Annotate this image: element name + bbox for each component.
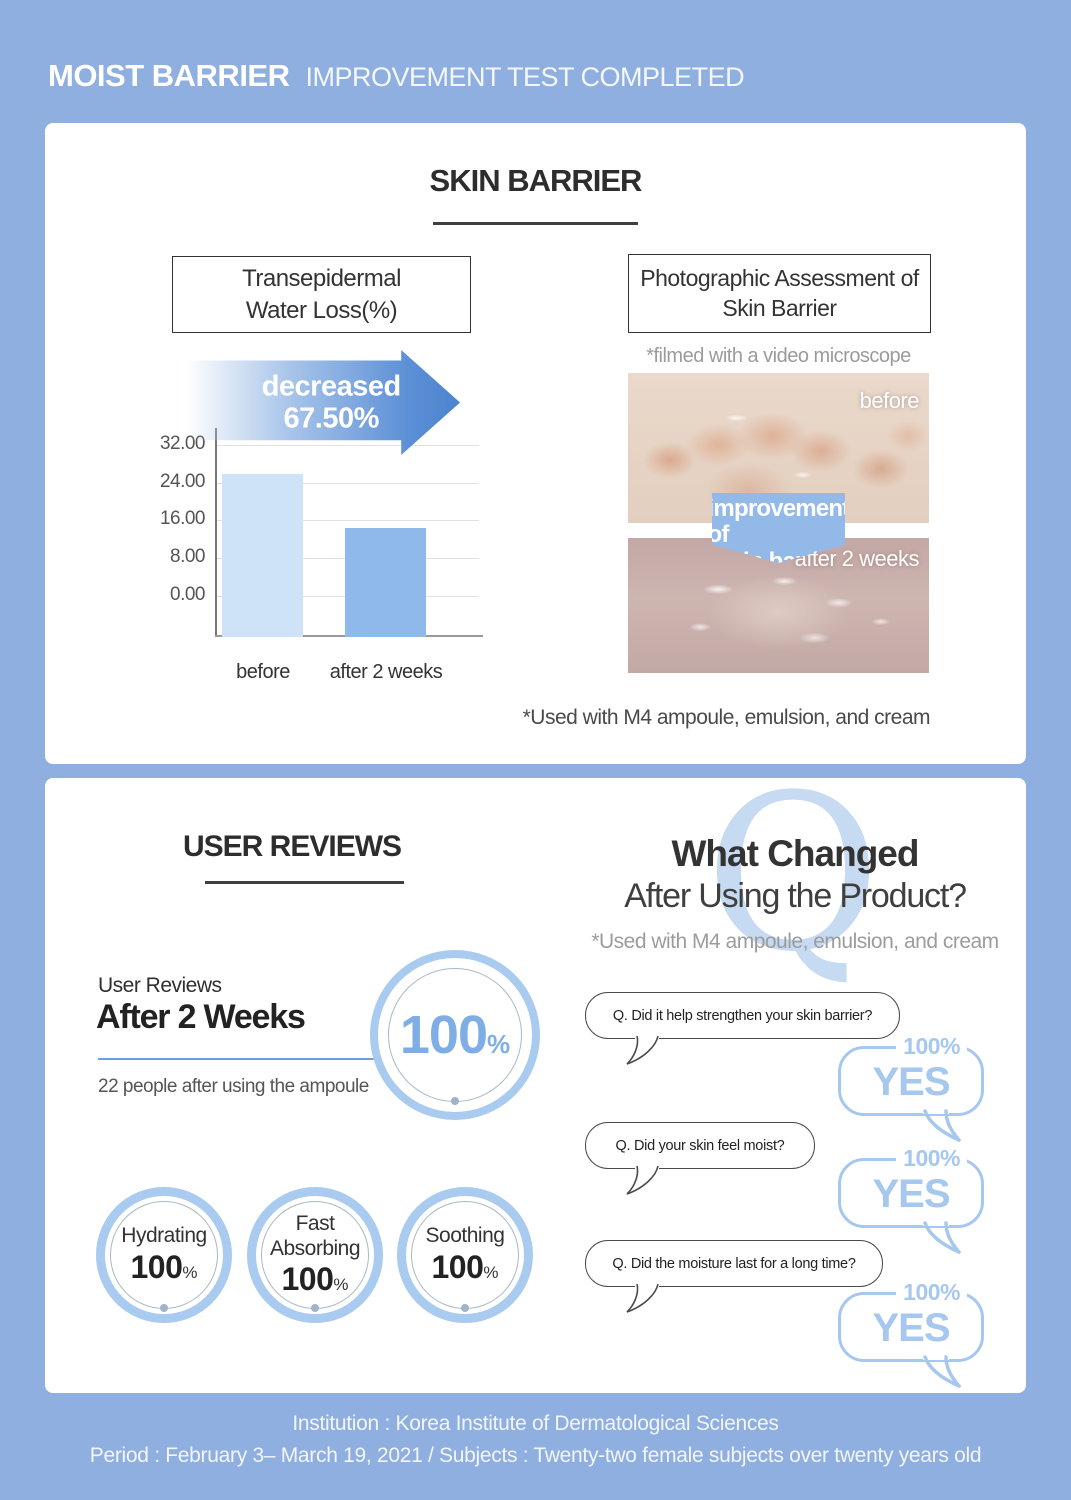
chart-category-label: before	[236, 661, 290, 683]
answer-text: YES	[872, 1171, 950, 1216]
question-text: Q. Did your skin feel moist?	[615, 1137, 785, 1154]
badge-line1: improvement of	[707, 495, 850, 549]
chart-ytick-label: 8.00	[170, 546, 205, 568]
user-reviews-headline: After 2 Weeks	[96, 998, 306, 1036]
chart-bar	[222, 474, 303, 637]
improvement-badge: improvement of skin barrier	[712, 493, 845, 563]
metric-ring-fast-absorbing: Fast Absorbing 100 %	[247, 1187, 383, 1323]
metric-label: Soothing	[425, 1224, 505, 1248]
what-changed-subtitle: After Using the Product?	[624, 877, 967, 915]
tewl-title-box: Transepidermal Water Loss(%)	[172, 256, 471, 333]
user-reviews-note: 22 people after using the ampoule	[98, 1076, 369, 1097]
decrease-arrow-text: decreased 67.50%	[247, 370, 415, 435]
question-bubble-3: Q. Did the moisture last for a long time…	[585, 1240, 883, 1313]
question-bubble-1: Q. Did it help strengthen your skin barr…	[585, 992, 900, 1065]
card1-footnote: *Used with M4 ampoule, emulsion, and cre…	[522, 706, 931, 729]
metric-ring-inner: Soothing 100 %	[411, 1201, 519, 1312]
metric-unit: %	[333, 1274, 349, 1294]
bubble-tail-icon	[626, 1165, 659, 1195]
photo-title-line2: Skin Barrier	[722, 294, 837, 321]
user-reviews-subtitle: User Reviews	[98, 974, 222, 997]
page-header: MOIST BARRIER IMPROVEMENT TEST COMPLETED	[48, 58, 745, 94]
overall-score-ring-inner: 100 %	[388, 968, 522, 1105]
chart-y-axis	[215, 428, 217, 637]
chart-ytick-label: 16.00	[159, 508, 206, 530]
metric-ring-inner: Hydrating 100 %	[110, 1201, 218, 1312]
chart-gridline	[217, 445, 479, 446]
decrease-arrow-icon: decreased 67.50%	[180, 350, 460, 455]
decrease-arrow-line2: 67.50%	[283, 402, 380, 435]
question-text: Q. Did the moisture last for a long time…	[612, 1255, 856, 1272]
chart-ytick-label: 0.00	[170, 583, 205, 605]
chart-bar	[345, 528, 426, 637]
bubble-tail-icon	[626, 1283, 659, 1313]
answer-text: YES	[872, 1305, 950, 1350]
ring-dot-icon	[311, 1304, 319, 1312]
metric-label: Hydrating	[121, 1224, 207, 1248]
bubble-tail-icon	[626, 1035, 659, 1065]
photo-title-box: Photographic Assessment of Skin Barrier	[628, 254, 931, 333]
ring-dot-icon	[451, 1097, 459, 1105]
metric-label: Fast Absorbing	[269, 1212, 361, 1260]
decrease-arrow-line1: decreased	[261, 370, 402, 403]
page-subtitle: IMPROVEMENT TEST COMPLETED	[305, 62, 745, 92]
what-changed-caption: *Used with M4 ampoule, emulsion, and cre…	[591, 930, 999, 953]
metric-value: 100	[281, 1260, 334, 1297]
what-changed-header: What Changed After Using the Product? *U…	[585, 833, 1005, 954]
overall-score-value: 100	[399, 1005, 488, 1065]
answer-percent: 100%	[896, 1145, 967, 1172]
metric-ring-soothing: Soothing 100 %	[397, 1187, 533, 1323]
user-reviews-underline	[205, 881, 404, 884]
metric-unit: %	[182, 1262, 198, 1282]
section-title-underline	[433, 222, 638, 225]
section-title-skin-barrier: SKIN BARRIER	[429, 163, 643, 198]
question-text: Q. Did it help strengthen your skin barr…	[612, 1007, 873, 1024]
tewl-title-line1: Transepidermal	[242, 265, 401, 293]
user-reviews-divider	[98, 1058, 391, 1060]
overall-score-ring: 100 %	[370, 950, 540, 1120]
page-title: MOIST BARRIER	[48, 58, 290, 93]
chart-gridline	[217, 520, 479, 522]
skin-barrier-card: SKIN BARRIER Transepidermal Water Loss(%…	[45, 123, 1026, 764]
overall-score-unit: %	[486, 1029, 511, 1059]
chart-gridline	[217, 482, 479, 484]
answer-text: YES	[872, 1059, 950, 1104]
answer-percent: 100%	[896, 1033, 967, 1060]
section-title-user-reviews: USER REVIEWS	[183, 830, 402, 863]
metric-unit: %	[483, 1262, 499, 1282]
ring-dot-icon	[461, 1304, 469, 1312]
what-changed-title: What Changed	[671, 833, 920, 874]
footer-institution: Institution : Korea Institute of Dermato…	[292, 1412, 779, 1435]
photo-caption: *filmed with a video microscope	[646, 345, 911, 367]
answer-bubble-2: 100% YES	[838, 1145, 984, 1254]
bubble-tail-icon	[923, 1109, 961, 1142]
tewl-chart: 32.00 24.00 16.00 8.00 0.00 before after 2 wee…	[45, 123, 1026, 764]
metric-ring-inner: Fast Absorbing 100 %	[261, 1201, 369, 1312]
photo-before-label: before	[859, 388, 920, 413]
metric-value: 100	[130, 1248, 183, 1285]
q-watermark-icon: Q	[704, 748, 882, 999]
chart-category-label: after 2 weeks	[329, 661, 443, 683]
ring-dot-icon	[160, 1304, 168, 1312]
footer-period-subjects: Period : February 3– March 19, 2021 / Su…	[89, 1444, 982, 1467]
user-reviews-card: Q USER REVIEWS What Changed After Using …	[45, 755, 1026, 1393]
metric-ring-hydrating: Hydrating 100 %	[96, 1187, 232, 1323]
metric-value: 100	[431, 1248, 484, 1285]
tewl-title-line2: Water Loss(%)	[245, 296, 398, 324]
answer-percent: 100%	[896, 1279, 967, 1306]
chart-ytick-label: 24.00	[159, 470, 206, 492]
bubble-tail-icon	[923, 1221, 961, 1254]
photo-title-line1: Photographic Assessment of	[640, 264, 919, 291]
bubble-tail-icon	[923, 1355, 961, 1388]
answer-bubble-3: 100% YES	[838, 1279, 984, 1388]
question-bubble-2: Q. Did your skin feel moist?	[585, 1122, 815, 1195]
answer-bubble-1: 100% YES	[838, 1033, 984, 1142]
